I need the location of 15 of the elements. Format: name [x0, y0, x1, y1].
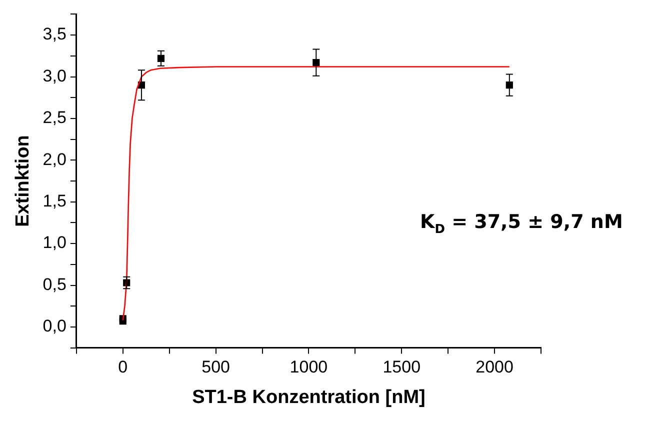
y-tick-label: 0,5 — [42, 274, 66, 294]
y-tick-label: 2,5 — [42, 108, 66, 128]
x-tick-label: 500 — [202, 358, 230, 377]
x-tick-label: 1000 — [290, 358, 328, 377]
y-tick-label: 0,0 — [42, 316, 66, 336]
x-tick-label: 2000 — [476, 358, 514, 377]
y-tick-label: 3,5 — [42, 24, 66, 44]
x-tick-label: 0 — [118, 358, 128, 377]
y-tick-label: 3,0 — [42, 66, 66, 86]
y-axis-title: Extinktion — [12, 135, 34, 227]
y-tick-label: 1,0 — [42, 233, 66, 252]
x-axis-title: ST1-B Konzentration [nM] — [192, 386, 426, 408]
y-tick-label: 1,5 — [42, 192, 66, 211]
x-tick-label: 1500 — [382, 358, 421, 377]
y-tick-label: 2,0 — [42, 150, 66, 169]
